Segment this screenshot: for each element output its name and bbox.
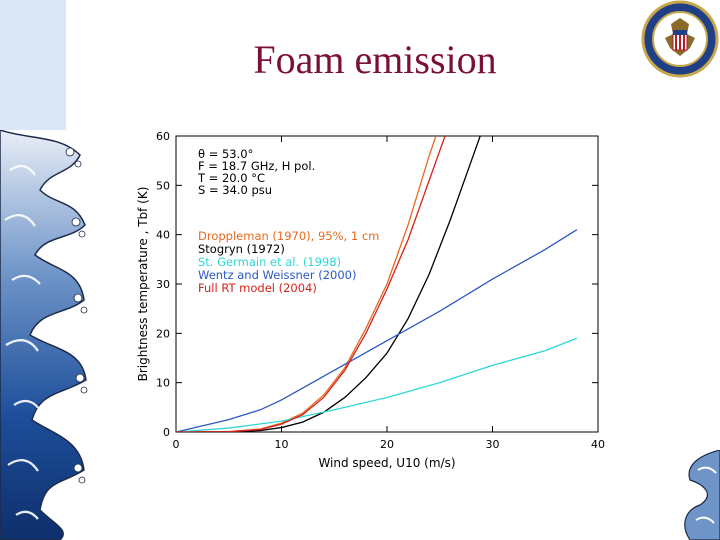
parameter-label: T = 20.0 °C bbox=[197, 171, 265, 185]
x-axis-label: Wind speed, U10 (m/s) bbox=[318, 456, 455, 470]
x-tick-label: 0 bbox=[173, 438, 180, 451]
legend-entry: Droppleman (1970), 95%, 1 cm bbox=[198, 229, 379, 243]
x-tick-label: 40 bbox=[591, 438, 605, 451]
great-wave-decoration bbox=[0, 130, 88, 540]
y-tick-label: 40 bbox=[156, 229, 170, 242]
legend-entry: St. Germain et al. (1998) bbox=[198, 255, 341, 269]
y-tick-label: 60 bbox=[156, 130, 170, 143]
x-tick-label: 10 bbox=[275, 438, 289, 451]
y-tick-label: 20 bbox=[156, 327, 170, 340]
x-tick-label: 30 bbox=[486, 438, 500, 451]
x-tick-label: 20 bbox=[380, 438, 394, 451]
y-tick-label: 10 bbox=[156, 377, 170, 390]
legend-entry: Wentz and Weissner (2000) bbox=[198, 268, 357, 282]
parameter-label: θ = 53.0° bbox=[198, 147, 253, 161]
y-tick-label: 0 bbox=[163, 426, 170, 439]
series-line-2 bbox=[176, 337, 578, 432]
y-tick-label: 50 bbox=[156, 179, 170, 192]
title-accent-bar bbox=[0, 0, 66, 130]
series-line-4 bbox=[176, 136, 446, 432]
series-line-1 bbox=[176, 136, 481, 432]
brightness-temperature-chart: 0 10 20 30 40 0 10 20 30 40 50 60 θ = 53.0°F = 18.7… bbox=[136, 130, 605, 470]
y-axis-label: Brightness temperature , Tbf (K) bbox=[136, 187, 150, 382]
slide-title: Foam emission bbox=[253, 37, 497, 82]
y-tick-label: 30 bbox=[156, 278, 170, 291]
parameter-label: S = 34.0 psu bbox=[198, 183, 272, 197]
legend-entry: Full RT model (2004) bbox=[198, 281, 317, 295]
legend-entry: Stogryn (1972) bbox=[198, 242, 285, 256]
series-line-3 bbox=[176, 229, 578, 432]
parameter-label: F = 18.7 GHz, H pol. bbox=[198, 159, 315, 173]
circular-agency-seal-icon bbox=[641, 0, 719, 78]
great-wave-decoration-corner bbox=[684, 450, 720, 540]
